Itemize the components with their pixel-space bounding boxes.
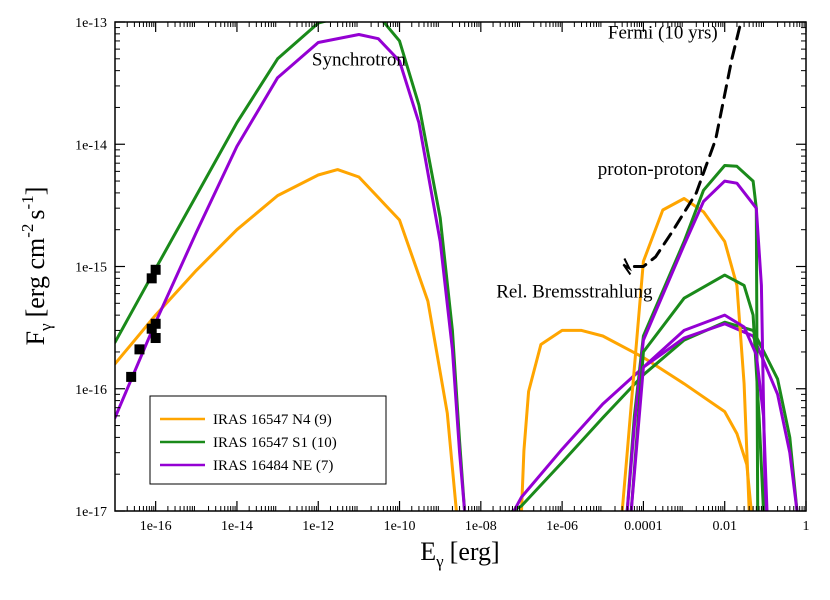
y-tick-label: 1e-16: [75, 383, 107, 398]
x-tick-label: 0.01: [712, 519, 737, 534]
y-tick-label: 1e-14: [75, 138, 107, 153]
annotation-label: Rel. Bremsstrahlung: [496, 281, 653, 302]
data-point: [146, 273, 157, 284]
curves-layer: [115, 22, 799, 511]
ticks-layer: [115, 21, 807, 512]
data-point: [126, 371, 137, 382]
data-point: [134, 344, 145, 355]
x-tick-label: 1: [803, 519, 810, 534]
x-tick-label: 0.0001: [624, 519, 663, 534]
x-tick-label: 1e-12: [302, 519, 334, 534]
series-line-1: [115, 22, 467, 511]
series-line-8: [625, 179, 767, 511]
svg-text:Fγ[erg cm-2s-1]: Fγ[erg cm-2s-1]: [18, 187, 55, 346]
series-line-3: [520, 328, 753, 511]
series-line-2: [115, 33, 467, 511]
plot-frame: [114, 21, 807, 512]
x-axis-title: Eγ [erg]: [420, 537, 499, 571]
annotation-label: proton-proton: [598, 159, 704, 180]
annotation-label: Synchrotron: [312, 50, 406, 71]
data-point: [150, 333, 161, 344]
data-point: [150, 318, 161, 329]
y-tick-label: 1e-15: [75, 261, 107, 276]
x-tick-label: 1e-08: [465, 519, 497, 534]
x-tick-label: 1e-06: [546, 519, 578, 534]
x-tick-label: 1e-10: [384, 519, 416, 534]
series-line-9: [629, 273, 765, 511]
x-tick-label: 1e-16: [140, 519, 172, 534]
fermi-squiggle: [622, 258, 632, 276]
legend: IRAS 16547 N4 (9) IRAS 16547 S1 (10) IRA…: [149, 395, 387, 485]
legend-label-ne: IRAS 16484 NE (7): [213, 458, 333, 474]
series-line-6: [620, 197, 751, 511]
y-tick-label: 1e-13: [75, 16, 107, 31]
series-line-10: [629, 313, 769, 511]
data-point: [150, 264, 161, 275]
tick-labels-layer: 1e-16 1e-14 1e-12 1e-10 1e-08 1e-06 0.0001 0.01…: [75, 16, 809, 534]
legend-label-s1: IRAS 16547 S1 (10): [213, 435, 337, 451]
series-line-11: [632, 22, 743, 268]
legend-label-n4: IRAS 16547 N4 (9): [213, 412, 332, 428]
y-axis-title: Fγ[erg cm-2s-1]: [18, 187, 55, 346]
series-line-5: [512, 322, 799, 511]
annotation-label: Fermi (10 yrs): [608, 23, 718, 44]
series-line-4: [511, 320, 799, 511]
legend-box: [149, 395, 387, 485]
y-tick-label: 1e-17: [75, 505, 107, 520]
annotations-layer: Synchrotron Fermi (10 yrs) proton-proton Re…: [312, 23, 718, 303]
x-tick-label: 1e-14: [221, 519, 253, 534]
series-line-0: [115, 168, 458, 511]
